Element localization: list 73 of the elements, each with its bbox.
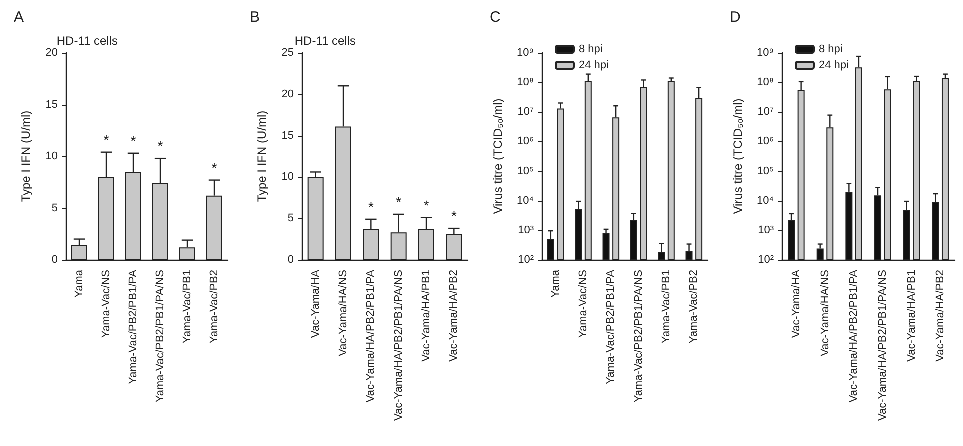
x-tick-label: Yama-Vac/PB2/PB1/PA/NS bbox=[154, 270, 166, 403]
y-tick-label: 10³ bbox=[518, 224, 534, 236]
x-tick-label: Vac-Yama/HA/PB2 bbox=[448, 270, 460, 362]
data-label: * bbox=[396, 194, 402, 210]
text: C bbox=[490, 9, 501, 26]
chart-title: HD-11 cells bbox=[56, 34, 118, 48]
data-label: * bbox=[424, 197, 430, 214]
y-tick-label: 0 bbox=[52, 254, 58, 266]
y-tick-label: 10³ bbox=[758, 224, 774, 236]
y-tick-label: 0 bbox=[288, 254, 294, 266]
y-tick-label: 10² bbox=[758, 254, 774, 266]
x-tick-label: Vac-Yama/HA/PB2/PB1/PA/NS bbox=[876, 270, 889, 422]
y-tick-label: 20 bbox=[282, 88, 294, 100]
x-tick-label: Yama-Vac/PB1 bbox=[660, 270, 672, 344]
y-tick-label: 10⁶ bbox=[757, 136, 774, 148]
legend-label: 8 hpi bbox=[819, 44, 843, 56]
y-tick-label: 5 bbox=[288, 212, 294, 225]
x-tick-label: Vac-Yama/HA/PB2/PB1/PA/NS bbox=[392, 270, 405, 422]
y-axis-title: Virus titre (TCID₅₀/ml) bbox=[491, 98, 505, 214]
x-tick-label: Yama-Vac/PB2/PB1/PA/NS bbox=[632, 270, 645, 403]
x-tick-label: Yama-Vac/PB2/PB1/PA bbox=[128, 269, 140, 384]
x-tick-label: Yama-Vac/NS bbox=[100, 270, 112, 338]
x-tick-label: Yama-Vac/NS bbox=[578, 270, 590, 338]
y-axis-title: Virus titre (TCID₅₀/ml) bbox=[731, 98, 745, 214]
x-tick-label: Vac-Yama/HA/NS bbox=[338, 270, 350, 356]
y-tick-label: 10⁵ bbox=[757, 165, 774, 178]
data-label: * bbox=[130, 132, 137, 149]
chart-title: HD-11 cells bbox=[294, 34, 356, 48]
x-tick-label: Yama-Vac/PB2 bbox=[688, 270, 700, 344]
data-label: * bbox=[451, 208, 458, 224]
legend-label: 24 hpi bbox=[819, 60, 849, 72]
y-tick-label: 20 bbox=[46, 47, 58, 59]
y-tick-label: 10⁸ bbox=[517, 76, 534, 89]
text: A bbox=[14, 9, 24, 26]
y-tick-label: 5 bbox=[52, 202, 58, 214]
y-tick-label: 10⁷ bbox=[758, 106, 774, 118]
y-tick-label: 25 bbox=[282, 47, 294, 59]
y-axis-title: Type I IFN (U/ml) bbox=[255, 110, 269, 202]
data-label: * bbox=[158, 138, 164, 154]
y-tick-label: 15 bbox=[282, 130, 294, 142]
x-tick-label: Vac-Yama/HA bbox=[790, 269, 802, 338]
x-tick-label: Vac-Yama/HA/PB2/PB1/PA bbox=[848, 269, 860, 403]
x-tick-label: Yama bbox=[74, 269, 86, 298]
y-tick-label: 10⁹ bbox=[517, 47, 534, 59]
y-tick-label: 10⁸ bbox=[757, 76, 774, 89]
y-tick-label: 15 bbox=[46, 98, 58, 111]
y-tick-label: 10⁹ bbox=[757, 47, 774, 59]
x-tick-label: Vac-Yama/HA bbox=[310, 269, 322, 338]
legend-label: 8 hpi bbox=[579, 44, 603, 56]
y-tick-label: 10 bbox=[46, 150, 58, 162]
x-tick-label: Yama bbox=[550, 269, 562, 298]
x-tick-label: Vac-Yama/HA/PB2/PB1/PA bbox=[365, 269, 378, 403]
data-label: * bbox=[368, 199, 374, 216]
x-tick-label: Yama-Vac/PB2 bbox=[208, 270, 220, 344]
x-tick-label: Yama-Vac/PB2/PB1/PA bbox=[605, 269, 618, 384]
y-tick-label: 10⁶ bbox=[517, 136, 534, 148]
y-axis-title: Type I IFN (U/ml) bbox=[19, 110, 33, 202]
legend-label: 24 hpi bbox=[579, 60, 609, 72]
x-tick-label: Vac-Yama/HA/PB2 bbox=[934, 270, 947, 362]
y-tick-label: 10⁵ bbox=[517, 165, 534, 178]
data-label: * bbox=[104, 132, 110, 148]
y-tick-label: 10⁷ bbox=[518, 106, 534, 118]
y-tick-label: 10 bbox=[282, 171, 294, 184]
text: D bbox=[730, 9, 741, 26]
y-tick-label: 10² bbox=[518, 254, 534, 266]
text: B bbox=[250, 9, 260, 26]
x-tick-label: Yama-Vac/PB1 bbox=[182, 270, 194, 344]
x-tick-label: Vac-Yama/HA/PB1 bbox=[420, 270, 432, 362]
data-label: * bbox=[212, 160, 218, 176]
y-tick-label: 10⁴ bbox=[517, 194, 534, 207]
y-tick-label: 10⁴ bbox=[757, 194, 774, 207]
x-tick-label: Vac-Yama/HA/PB1 bbox=[906, 270, 918, 362]
x-tick-label: Vac-Yama/HA/NS bbox=[819, 270, 832, 356]
